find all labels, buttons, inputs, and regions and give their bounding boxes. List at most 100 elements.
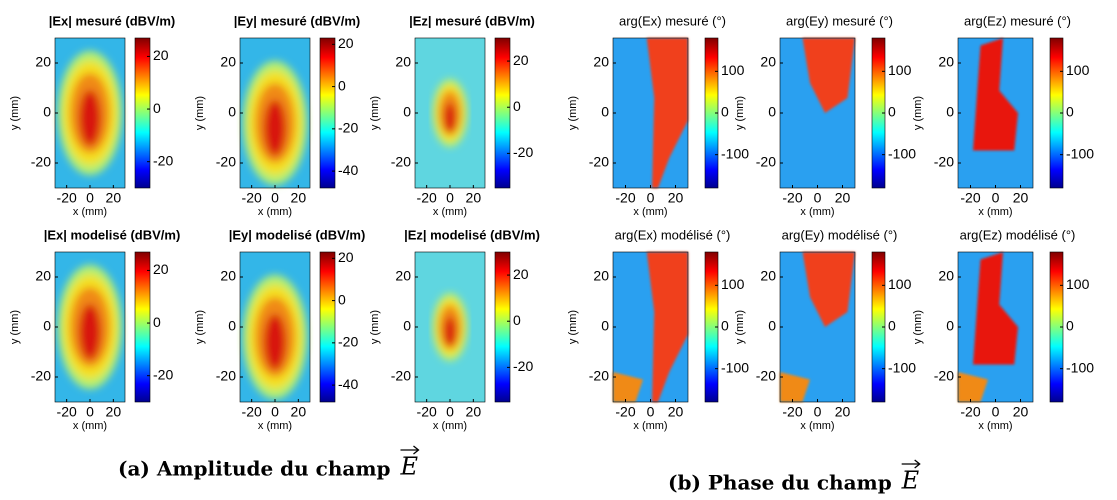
- phase-region: [646, 252, 688, 402]
- y-axis-label: y (mm): [567, 96, 579, 130]
- x-tick-label: 20: [1013, 190, 1029, 206]
- x-tick-label: 0: [86, 190, 94, 206]
- y-axis-label: y (mm): [912, 310, 924, 344]
- y-tick-label: -20: [31, 154, 51, 170]
- colorbar-tick-label: 0: [153, 100, 161, 116]
- colorbar: [134, 37, 151, 189]
- colorbar-tick-label: 100: [721, 276, 745, 292]
- x-axis-label: x (mm): [258, 420, 292, 432]
- colorbar-tick-label: 100: [1066, 62, 1090, 78]
- y-tick-label: 20: [593, 268, 609, 284]
- plot-title: |Ez| modelisé (dBV/m): [404, 227, 540, 242]
- colorbar-tick-label: 20: [153, 261, 169, 277]
- plot-title: |Ey| mesuré (dBV/m): [234, 13, 360, 28]
- vector-arrow-head: [413, 445, 420, 455]
- y-axis-label: y (mm): [194, 310, 206, 344]
- y-tick-label: 0: [946, 318, 954, 334]
- colorbar: [134, 251, 151, 403]
- x-tick-label: -20: [417, 404, 437, 420]
- x-axis-label: x (mm): [800, 206, 834, 218]
- y-tick-label: 0: [946, 104, 954, 120]
- colorbar-tick-label: -40: [338, 376, 358, 392]
- panel: |Ex| mesuré (dBV/m)-20 0 20x (mm)200-20y (…: [9, 13, 540, 480]
- colorbar-tick-label: 0: [1066, 318, 1074, 334]
- y-axis-label: y (mm): [912, 96, 924, 130]
- colorbar-tick-label: -100: [888, 145, 916, 161]
- y-tick-label: -20: [391, 368, 411, 384]
- x-tick-label: 0: [446, 404, 454, 420]
- caption: (b) Phase du champ: [668, 471, 892, 495]
- y-axis-label: y (mm): [369, 310, 381, 344]
- caption-symbol: E: [399, 453, 418, 481]
- y-tick-label: 0: [43, 318, 51, 334]
- x-tick-label: 0: [992, 190, 1000, 206]
- x-tick-label: 20: [835, 190, 851, 206]
- y-tick-label: 0: [228, 104, 236, 120]
- y-tick-label: 20: [395, 268, 411, 284]
- x-tick-label: 20: [106, 190, 122, 206]
- y-axis-label: y (mm): [734, 96, 746, 130]
- y-tick-label: -20: [391, 154, 411, 170]
- map-field: [780, 252, 855, 402]
- phase-region: [646, 38, 688, 188]
- vector-arrow-head: [914, 459, 921, 469]
- y-axis-label: y (mm): [9, 96, 21, 130]
- x-tick-label: 20: [291, 404, 307, 420]
- plot: arg(Ez) modélisé (°)-20 0 20x (mm)200-20y …: [912, 227, 1094, 431]
- colorbar-tick-label: 0: [338, 291, 346, 307]
- x-axis-label: x (mm): [633, 206, 667, 218]
- colorbar-tick-label: -40: [338, 162, 358, 178]
- y-tick-label: -20: [216, 154, 236, 170]
- colorbar-tick-label: -100: [1066, 145, 1094, 161]
- y-tick-label: 0: [601, 104, 609, 120]
- plot: |Ez| modelisé (dBV/m)-20 0 20x (mm)200-20y…: [369, 227, 540, 431]
- x-tick-label: -20: [417, 190, 437, 206]
- blob: [443, 316, 457, 348]
- y-tick-label: -20: [31, 368, 51, 384]
- x-tick-label: -20: [242, 190, 262, 206]
- map-field: [613, 252, 688, 402]
- plot: |Ex| mesuré (dBV/m)-20 0 20x (mm)200-20y (…: [9, 13, 175, 217]
- colorbar-tick-label: 100: [1066, 276, 1090, 292]
- colorbar-tick-label: -20: [513, 144, 533, 160]
- x-axis-label: x (mm): [73, 206, 107, 218]
- phase-region: [973, 38, 1018, 151]
- colorbar-tick-label: 20: [338, 249, 354, 265]
- x-tick-label: 0: [271, 404, 279, 420]
- colorbar-tick-label: -100: [721, 145, 749, 161]
- y-axis-label: y (mm): [194, 96, 206, 130]
- x-tick-label: 20: [106, 404, 122, 420]
- x-tick-label: 0: [647, 190, 655, 206]
- x-tick-label: -20: [960, 190, 980, 206]
- colorbar-tick-label: 0: [338, 77, 346, 93]
- colorbar-tick-label: 100: [888, 276, 912, 292]
- y-tick-label: -20: [589, 368, 609, 384]
- x-tick-label: 0: [814, 404, 822, 420]
- y-tick-label: 20: [938, 268, 954, 284]
- x-tick-label: -20: [615, 190, 635, 206]
- colorbar-tick-label: 20: [513, 266, 529, 282]
- plot: |Ey| mesuré (dBV/m)-20 0 20x (mm)200-20y (…: [194, 13, 360, 217]
- y-tick-label: 0: [768, 104, 776, 120]
- map-field: [432, 78, 468, 148]
- phase-region: [802, 252, 855, 327]
- plot-title: |Ex| mesuré (dBV/m): [49, 13, 175, 28]
- blob: [264, 314, 286, 370]
- x-tick-label: 20: [668, 190, 684, 206]
- y-tick-label: 20: [760, 54, 776, 70]
- plot-title: |Ez| mesuré (dBV/m): [409, 13, 535, 28]
- colorbar-tick-label: 0: [888, 318, 896, 334]
- x-axis-label: x (mm): [258, 206, 292, 218]
- y-tick-label: 20: [395, 54, 411, 70]
- colorbar-tick-label: 20: [513, 52, 529, 68]
- y-tick-label: 20: [220, 268, 236, 284]
- blob: [443, 102, 457, 134]
- map-field: [58, 51, 122, 175]
- plot-title: arg(Ey) mesuré (°): [786, 13, 893, 28]
- y-axis-label: y (mm): [567, 310, 579, 344]
- colorbar-tick-label: 20: [153, 47, 169, 63]
- colorbar-tick-label: -20: [513, 358, 533, 374]
- colorbar-tick-label: 0: [513, 312, 521, 328]
- x-tick-label: 20: [835, 404, 851, 420]
- x-axis-label: x (mm): [73, 420, 107, 432]
